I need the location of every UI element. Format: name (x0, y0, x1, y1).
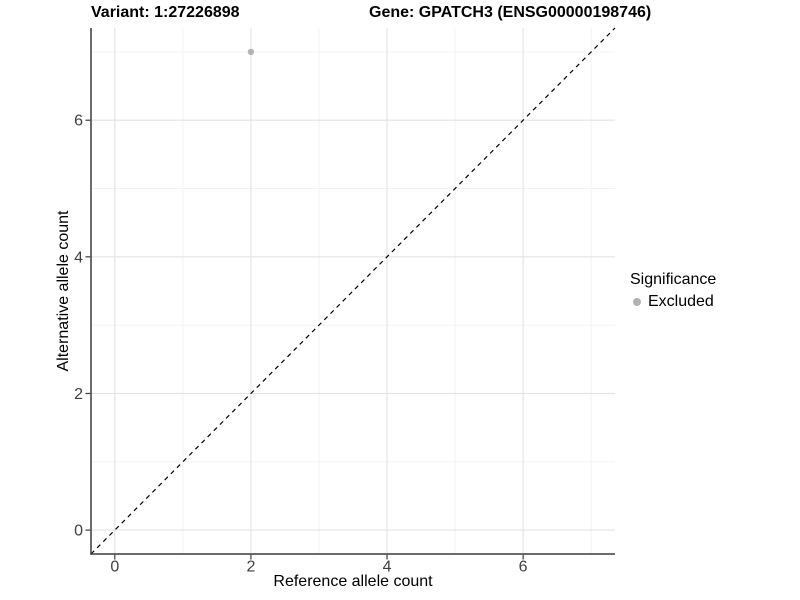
legend-entry: Excluded (630, 293, 716, 311)
legend-title: Significance (630, 271, 717, 288)
major-gridlines (91, 28, 615, 554)
data-points (247, 48, 255, 56)
identity-line (90, 27, 616, 555)
legend-entry-label: Excluded (648, 293, 714, 310)
x-axis-title: Reference allele count (273, 573, 433, 590)
axis-tick-labels: 0 2 4 6 0 2 4 6 (74, 113, 528, 576)
y-tick-label: 6 (74, 113, 83, 130)
legend-key-dot (633, 298, 641, 306)
x-tick-label: 4 (383, 559, 392, 576)
y-tick-label: 2 (74, 386, 83, 403)
y-axis-title: Alternative allele count (55, 210, 72, 372)
axis-tick-marks (85, 119, 524, 560)
axis-lines (90, 28, 615, 555)
gene-title: Gene: GPATCH3 (ENSG00000198746) (369, 4, 652, 21)
legend: Significance Excluded (630, 271, 716, 311)
x-tick-label: 6 (519, 559, 528, 576)
identity-dashed-line (90, 27, 616, 555)
minor-gridlines (91, 28, 615, 554)
x-tick-label: 2 (246, 559, 255, 576)
y-tick-label: 0 (74, 523, 83, 540)
x-tick-label: 0 (110, 559, 119, 576)
variant-title: Variant: 1:27226898 (91, 4, 240, 21)
data-point (247, 48, 255, 56)
y-tick-label: 4 (74, 249, 83, 266)
